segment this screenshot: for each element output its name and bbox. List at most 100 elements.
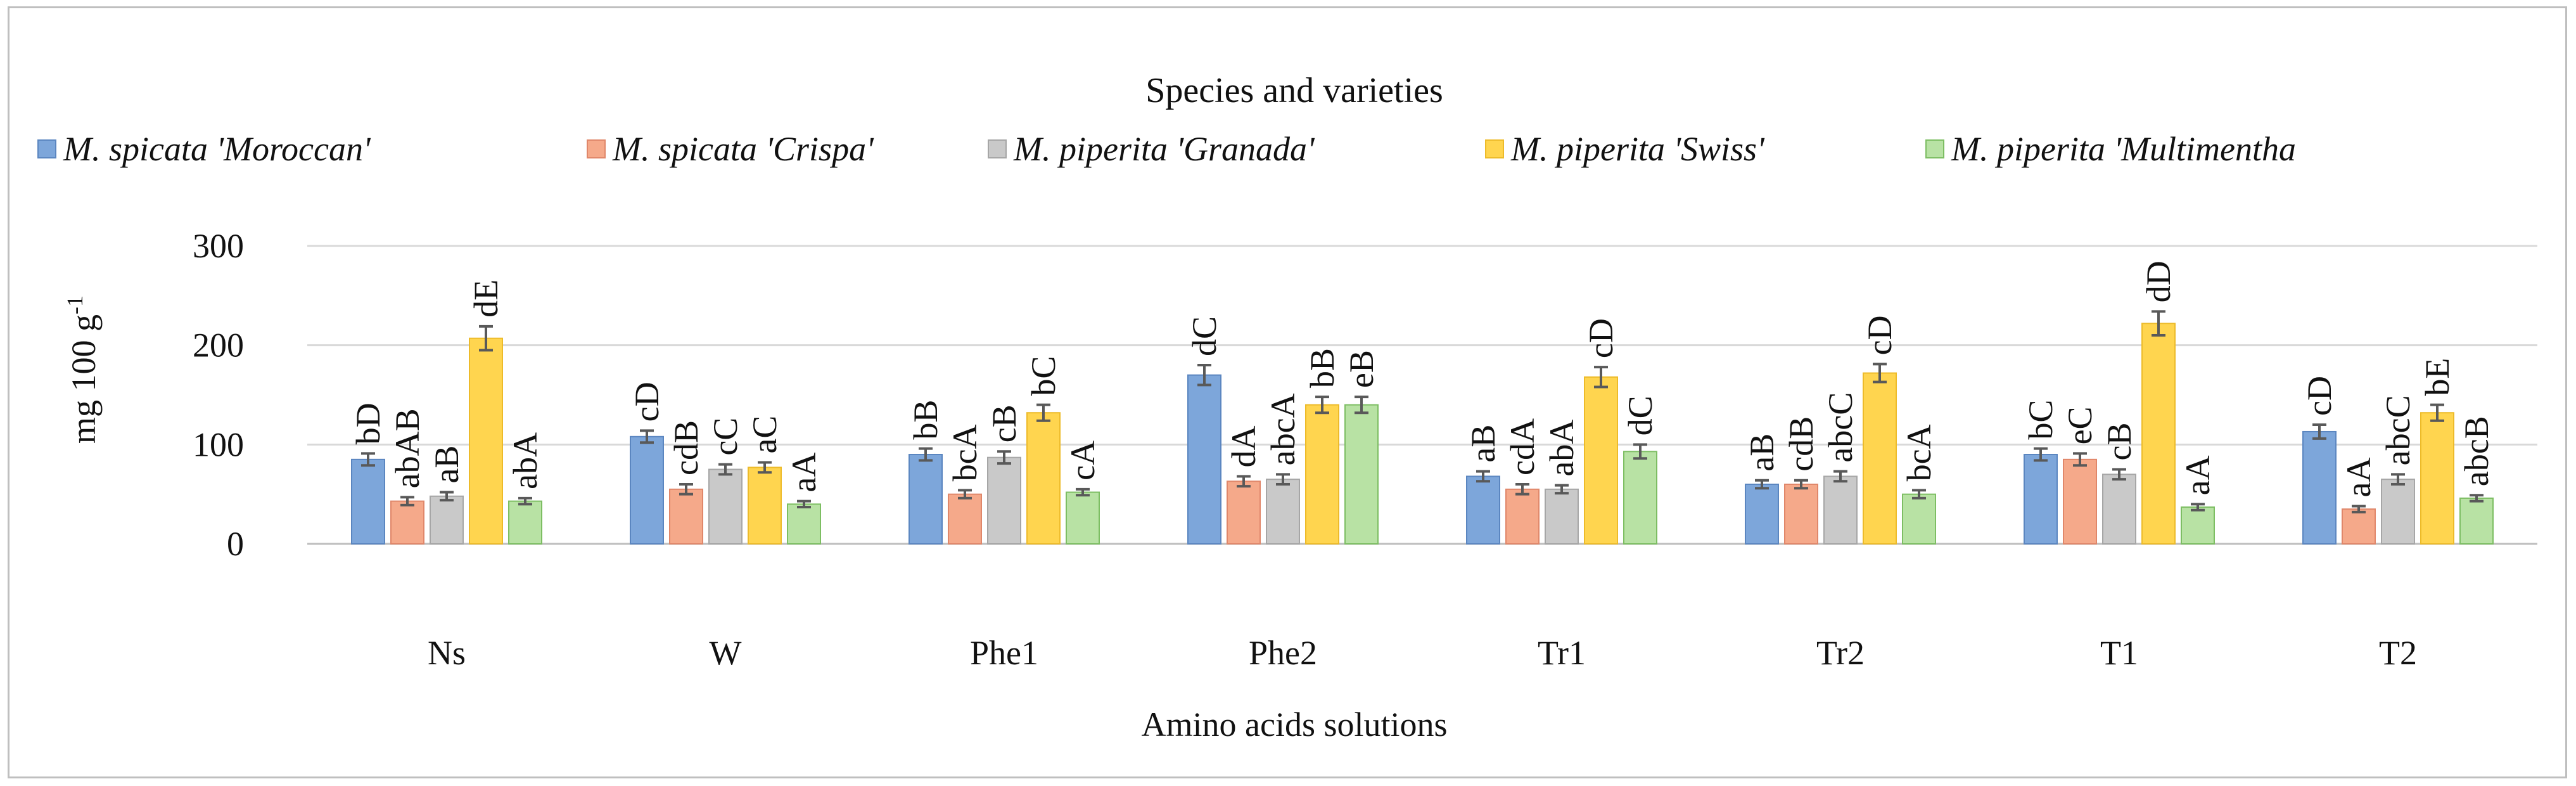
bar <box>1066 491 1100 544</box>
y-axis-label: mg 100 g-1 <box>62 295 103 444</box>
significance-label: aC <box>746 416 784 454</box>
bar <box>1863 372 1897 544</box>
significance-label: bcA <box>1900 424 1938 481</box>
bar <box>708 468 743 544</box>
bar <box>909 454 943 544</box>
bar <box>1505 488 1540 544</box>
significance-label: abAB <box>388 408 426 488</box>
bar <box>630 435 664 544</box>
bar <box>1026 412 1061 545</box>
bar <box>1784 484 1818 544</box>
significance-label: aA <box>785 453 823 493</box>
significance-label: aB <box>1743 434 1781 472</box>
significance-label: cdB <box>667 420 705 475</box>
significance-label: abcA <box>1264 393 1302 465</box>
legend-label: M. spicata 'Crispa' <box>612 130 874 168</box>
chart-frame: Species and varieties M. spicata 'Morocc… <box>8 6 2567 778</box>
legend-swatch <box>37 139 56 158</box>
significance-label: cdA <box>1503 418 1541 475</box>
legend-label: M. piperita 'Swiss' <box>1510 130 1765 168</box>
bar <box>2063 458 2097 544</box>
significance-label: cB <box>985 404 1023 442</box>
bar <box>1266 479 1300 545</box>
significance-label: aB <box>428 446 466 484</box>
significance-label: bB <box>907 400 945 440</box>
bar <box>2381 479 2415 545</box>
significance-label: aA <box>2179 455 2217 495</box>
bar <box>2420 412 2454 545</box>
bar <box>669 488 703 544</box>
bar <box>2181 506 2215 544</box>
bar <box>430 495 464 544</box>
legend-swatch <box>587 139 606 158</box>
x-tick-label: Tr2 <box>1816 634 1865 672</box>
bar <box>787 503 821 544</box>
significance-label: cA <box>1064 441 1102 480</box>
bar <box>1745 484 1779 544</box>
significance-label: dC <box>1621 396 1659 435</box>
x-tick-label: Phe2 <box>1249 634 1317 672</box>
significance-label: cD <box>1582 318 1620 358</box>
significance-label: abcC <box>1821 392 1859 463</box>
bar <box>1466 475 1500 545</box>
significance-label: cB <box>2100 423 2138 461</box>
significance-label: cD <box>1861 315 1899 355</box>
bar <box>948 493 982 545</box>
legend-swatch <box>1925 139 1944 158</box>
bar <box>1823 475 1858 545</box>
bar <box>987 456 1021 545</box>
bar <box>1623 451 1657 544</box>
bar <box>1584 376 1618 544</box>
bar <box>508 500 542 545</box>
x-axis-label: Amino acids solutions <box>1142 705 1448 744</box>
bar <box>748 467 782 544</box>
significance-label: cdB <box>1782 416 1820 472</box>
bar <box>2024 454 2058 544</box>
y-tick-label: 300 <box>193 227 244 265</box>
significance-label: bcA <box>946 424 984 481</box>
bar <box>2141 323 2176 544</box>
significance-label: dA <box>1225 425 1263 467</box>
significance-label: dD <box>2139 261 2177 302</box>
significance-label: abcC <box>2379 395 2417 465</box>
y-tick-label: 0 <box>227 525 244 563</box>
chart-title: Species and varieties <box>1145 71 1443 110</box>
x-tick-label: Ns <box>428 634 466 672</box>
significance-label: eC <box>2061 406 2099 444</box>
bar <box>1187 374 1221 545</box>
significance-label: eB <box>1342 350 1380 388</box>
significance-label: bC <box>1024 356 1062 396</box>
legend-swatch <box>988 139 1007 158</box>
significance-label: dC <box>1185 316 1223 356</box>
bar <box>2102 474 2136 544</box>
significance-label: cD <box>628 382 666 422</box>
bar <box>2342 508 2376 545</box>
significance-label: bE <box>2418 358 2456 396</box>
legend-label: M. spicata 'Moroccan' <box>63 130 371 168</box>
x-axis-categories: Ns W Phe1 Phe2 Tr1 Tr2 T1 T2 <box>428 634 2417 672</box>
significance-label: abcB <box>2458 416 2496 486</box>
bar <box>1344 404 1379 545</box>
bar <box>1902 493 1936 545</box>
significance-label: aA <box>2340 457 2378 497</box>
bar <box>390 500 424 545</box>
significance-label: bD <box>349 403 387 444</box>
bar <box>2459 497 2494 545</box>
bar <box>1227 480 1261 544</box>
bar <box>469 337 503 544</box>
legend-label: M. piperita 'Granada' <box>1013 130 1315 168</box>
significance-label: bB <box>1303 348 1341 388</box>
y-tick-label: 100 <box>193 425 244 463</box>
bar <box>351 458 385 544</box>
significance-label: abA <box>1543 420 1581 477</box>
significance-label: dE <box>467 280 505 318</box>
legend-swatch <box>1485 139 1504 158</box>
x-tick-label: T2 <box>2379 634 2417 672</box>
significance-label: cC <box>706 418 744 456</box>
bar <box>1545 488 1579 544</box>
significance-label: abA <box>506 432 544 489</box>
bar <box>2302 430 2337 545</box>
y-tick-label: 200 <box>193 326 244 364</box>
legend-label: M. piperita 'Multimentha <box>1951 130 2296 168</box>
